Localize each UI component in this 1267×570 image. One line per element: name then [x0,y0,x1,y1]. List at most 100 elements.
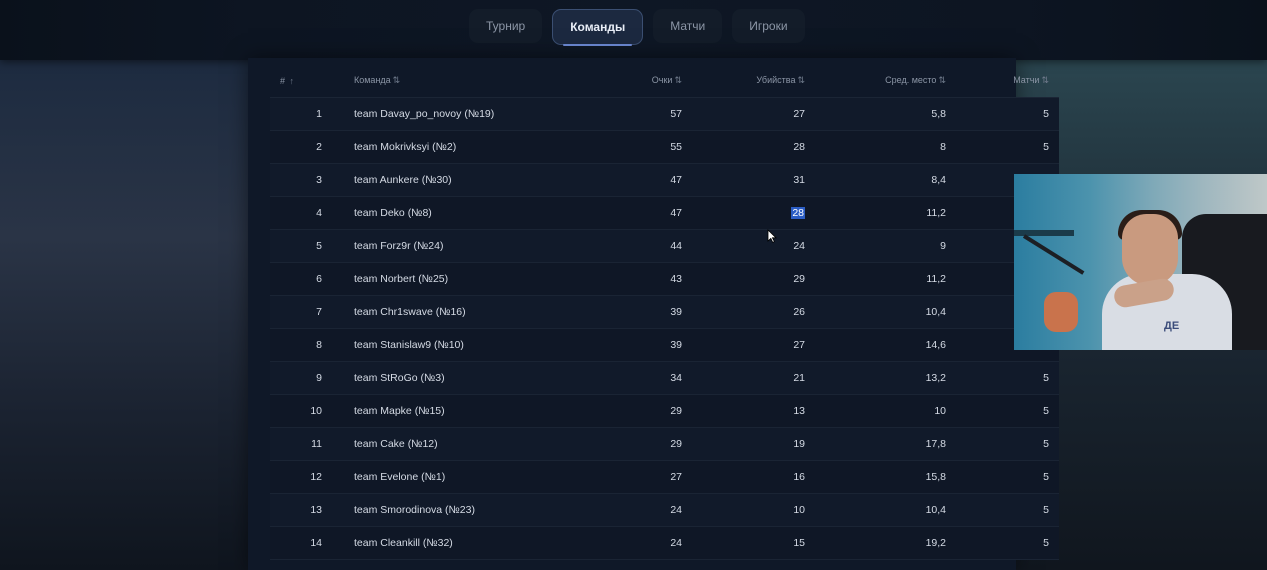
cell-kills: 31 [692,163,815,197]
cell-points-text: 43 [670,273,682,285]
cell-rank-text: 10 [310,405,322,417]
cell-avg-place: 17,8 [815,427,956,461]
cell-avg-place: 13,2 [815,361,956,395]
cell-rank: 5 [270,229,332,263]
cell-rank: 11 [270,427,332,461]
column-header-rank[interactable]: # ↑ [270,64,332,98]
cell-points-text: 39 [670,339,682,351]
sort-icon: ⇅ [1041,75,1049,85]
cell-avg-place-text: 11,2 [926,273,946,285]
column-header-kills[interactable]: Убийства ⇅ [692,64,815,98]
background-left [0,58,248,570]
top-navigation-bar: Турнир Команды Матчи Игроки [0,0,1267,60]
column-header-team-label: Команда [354,75,391,85]
cell-rank: 3 [270,163,332,197]
table-row[interactable]: 14 team Cleankill (№32) 24 15 19,2 5 [270,526,1059,560]
cell-points: 29 [602,427,692,461]
cell-rank-text: 5 [316,240,322,252]
cell-avg-place: 15,8 [815,460,956,494]
cell-avg-place-text: 15,8 [925,471,946,483]
column-header-avg-place-label: Сред. место [885,75,937,85]
cell-avg-place: 5,8 [815,97,956,131]
cell-points: 47 [602,196,692,230]
cell-avg-place-text: 19,2 [925,537,946,549]
table-row[interactable]: 13 team Smorodinova (№23) 24 10 10,4 5 [270,493,1059,527]
cell-avg-place: 8,4 [815,163,956,197]
table-row[interactable]: 10 team Mapke (№15) 29 13 10 5 [270,394,1059,428]
tab-players[interactable]: Игроки [732,9,805,43]
cell-rank: 4 [270,196,332,230]
cell-team: team Mapke (№15) [332,394,602,428]
cell-avg-place-text: 5,8 [931,108,946,120]
table-row[interactable]: 1 team Davay_po_novoy (№19) 57 27 5,8 5 [270,97,1059,131]
table-row[interactable]: 2 team Mokrivksyi (№2) 55 28 8 5 [270,130,1059,164]
cell-points: 24 [602,526,692,560]
streamer-webcam-overlay: ДЕ [1014,174,1267,350]
cell-avg-place: 10 [815,394,956,428]
cell-matches-text: 5 [1043,372,1049,384]
cell-team-text: team Davay_po_novoy (№19) [354,108,495,120]
cell-avg-place: 9 [815,229,956,263]
cell-points: 29 [602,394,692,428]
cell-team: team StRoGo (№3) [332,361,602,395]
cell-kills: 13 [692,394,815,428]
cell-kills: 19 [692,427,815,461]
cell-rank: 13 [270,493,332,527]
cell-kills-text: 13 [793,405,805,417]
cell-points-text: 34 [670,372,682,384]
column-header-points[interactable]: Очки ⇅ [602,64,692,98]
tab-matches[interactable]: Матчи [653,9,723,43]
cell-points: 43 [602,262,692,296]
column-header-points-label: Очки [651,75,673,85]
table-row[interactable]: 12 team Evelone (№1) 27 16 15,8 5 [270,460,1059,494]
table-row[interactable]: 9 team StRoGo (№3) 34 21 13,2 5 [270,361,1059,395]
cell-matches-text: 5 [1043,108,1049,120]
cell-points: 44 [602,229,692,263]
cell-points-text: 24 [670,504,682,516]
tab-tournament[interactable]: Турнир [469,9,543,43]
cell-matches-text: 5 [1043,405,1049,417]
column-header-avg-place[interactable]: Сред. место ⇅ [815,64,956,98]
cell-rank: 10 [270,394,332,428]
sort-icon: ⇅ [392,75,401,85]
table-row[interactable]: 11 team Cake (№12) 29 19 17,8 5 [270,427,1059,461]
sort-icon: ⇅ [938,75,946,85]
cell-points: 47 [602,163,692,197]
cell-rank-text: 13 [310,504,322,516]
tab-teams[interactable]: Команды [552,9,644,46]
cell-team-text: team Stanislaw9 (№10) [354,339,464,351]
cell-team-text: team StRoGo (№3) [354,372,445,384]
cell-rank: 6 [270,262,332,296]
cell-points-text: 47 [670,174,682,186]
selected-text-highlight: 28 [791,207,805,219]
cell-matches: 5 [956,460,1059,494]
column-header-matches[interactable]: Матчи ⇅ [956,64,1059,98]
cell-team-text: team Forz9r (№24) [354,240,444,252]
cell-rank-text: 6 [316,273,322,285]
column-header-team[interactable]: Команда ⇅ [332,64,602,98]
cell-avg-place-text: 9 [940,240,946,252]
cell-avg-place: 11,2 [815,196,956,230]
cell-avg-place-text: 10 [934,405,946,417]
cell-rank-text: 9 [316,372,322,384]
cell-avg-place: 8 [815,130,956,164]
cell-team: team Mokrivksyi (№2) [332,130,602,164]
cell-matches-text: 5 [1043,438,1049,450]
table-header-row: # ↑ Команда ⇅ Очки ⇅ Убийства ⇅ Сред. место… [270,64,1059,98]
cell-matches-text: 5 [1043,504,1049,516]
cell-kills-text: 15 [793,537,805,549]
cell-team-text: team Smorodinova (№23) [354,504,475,516]
column-header-rank-label: # [280,75,286,86]
cell-avg-place: 10,4 [815,295,956,329]
cell-matches: 5 [956,427,1059,461]
cell-points-text: 39 [670,306,682,318]
cell-team-text: team Mokrivksyi (№2) [354,141,457,153]
cell-kills: 29 [692,262,815,296]
cell-points-text: 47 [670,207,682,219]
